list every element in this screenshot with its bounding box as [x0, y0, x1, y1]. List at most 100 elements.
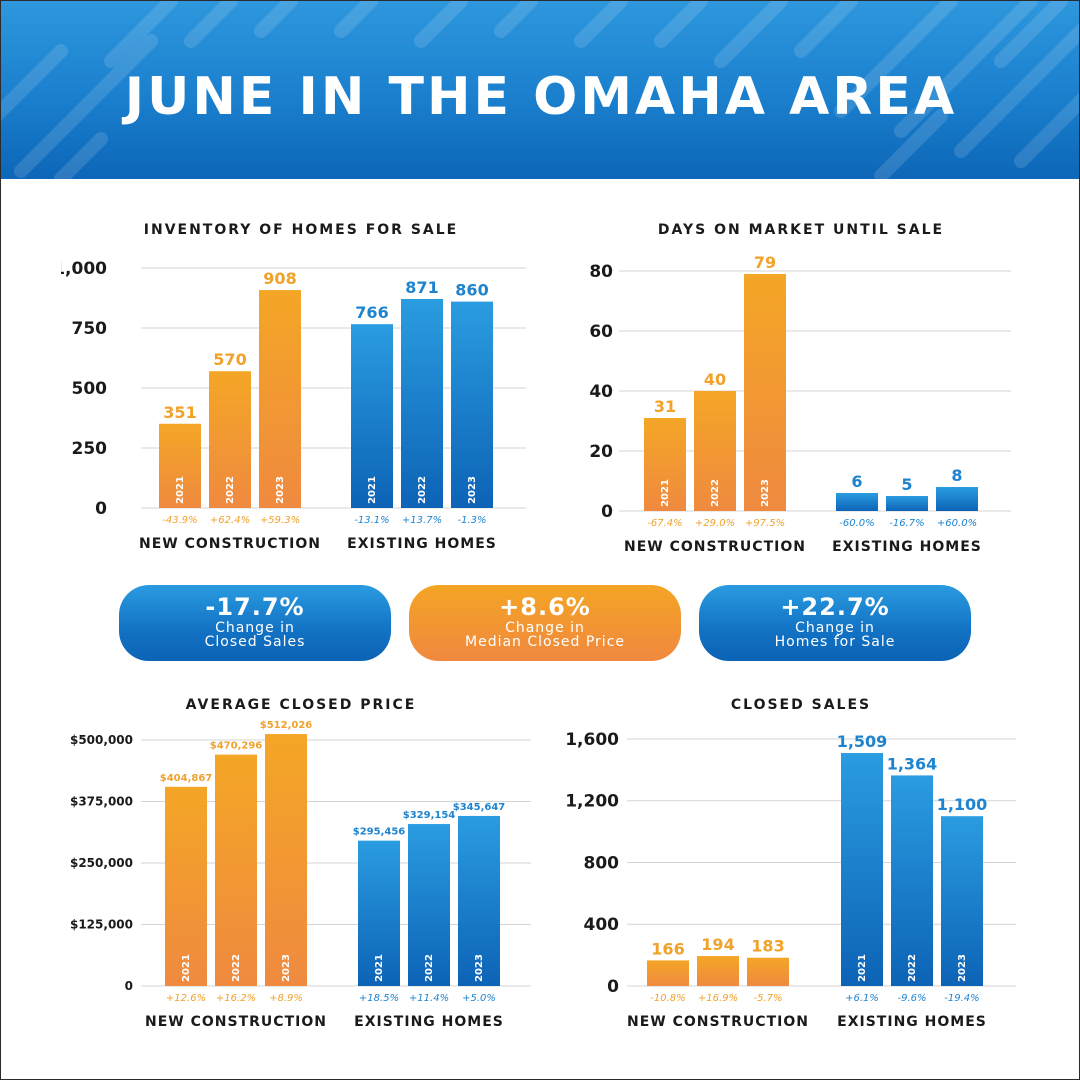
bar-change-label: -60.0% [839, 518, 874, 529]
bar [891, 775, 933, 986]
y-tick-label: 80 [589, 262, 613, 282]
days-on-market-chart: DAYS ON MARKET UNTIL SALE 0 20 40 60 80 31 2021… [589, 222, 1011, 555]
bar-change-label: -1.3% [457, 515, 486, 526]
chart-title: AVERAGE CLOSED PRICE [186, 697, 417, 713]
y-tick-label: $250,000 [70, 856, 133, 870]
y-tick-label: 500 [72, 379, 108, 399]
bar-value-label: $345,647 [453, 802, 506, 813]
group-label: EXISTING HOMES [347, 536, 497, 552]
bar-value-label: 166 [651, 939, 684, 958]
bar-change-label: +60.0% [937, 518, 977, 529]
stat-median-closed-price: +8.6% Change in Median Closed Price [409, 585, 681, 661]
bar-value-label: $329,154 [403, 810, 456, 821]
bar-year-label: 2022 [710, 479, 721, 507]
bar-year-label: 2021 [374, 954, 385, 982]
bar-value-label: 1,100 [937, 795, 988, 814]
stat-label-line1: Change in [795, 620, 875, 636]
bar-year-label: 2022 [231, 954, 242, 982]
bar [697, 956, 739, 986]
bar-change-label: -9.6% [897, 993, 926, 1004]
bar-change-label: -5.7% [753, 993, 782, 1004]
y-tick-label: $125,000 [70, 918, 133, 932]
bar-change-label: +59.3% [260, 515, 300, 526]
bar-year-label: 2023 [281, 954, 292, 982]
bar-change-label: -19.4% [944, 993, 979, 1004]
y-tick-label: 1,200 [565, 792, 619, 812]
bar-value-label: 860 [455, 281, 488, 300]
bar [209, 371, 251, 508]
bar-year-label: 2023 [474, 954, 485, 982]
bar-value-label: 183 [751, 937, 784, 956]
group-label: EXISTING HOMES [837, 1014, 987, 1030]
y-tick-label: 400 [584, 915, 620, 935]
bar-change-label: +12.6% [166, 993, 206, 1004]
stat-value: +22.7% [780, 593, 890, 621]
bar-value-label: $404,867 [160, 773, 213, 784]
bar [744, 274, 786, 511]
bar-value-label: 31 [654, 397, 676, 416]
y-tick-label: 1,000 [61, 259, 107, 279]
stat-label-line2: Median Closed Price [465, 634, 625, 650]
bar-value-label: 40 [704, 370, 726, 389]
bar [886, 496, 928, 511]
bar [265, 734, 307, 986]
y-tick-label: 800 [584, 853, 620, 873]
y-tick-label: 20 [589, 442, 613, 462]
bar-value-label: 871 [405, 278, 438, 297]
bar-change-label: +18.5% [359, 993, 399, 1004]
group-label: NEW CONSTRUCTION [139, 536, 321, 552]
group-label: EXISTING HOMES [832, 539, 982, 555]
bar [351, 324, 393, 508]
bar [259, 290, 301, 508]
bar-year-label: 2023 [467, 476, 478, 504]
bar-value-label: 1,364 [887, 754, 938, 773]
stat-value: +8.6% [499, 593, 591, 621]
bar-change-label: +8.9% [269, 993, 303, 1004]
bar-year-label: 2022 [225, 476, 236, 504]
bar [159, 423, 201, 508]
group-label: NEW CONSTRUCTION [624, 539, 806, 555]
bar-value-label: 570 [213, 350, 246, 369]
bar-change-label: +6.1% [845, 993, 879, 1004]
bar-value-label: 194 [701, 935, 734, 954]
bar-change-label: -10.8% [650, 993, 685, 1004]
bar-value-label: $512,026 [260, 720, 313, 731]
bar [401, 298, 443, 508]
bar-year-label: 2021 [857, 954, 868, 982]
y-tick-label: 250 [72, 439, 108, 459]
bar [694, 391, 736, 511]
y-tick-label: 0 [95, 499, 107, 519]
stat-closed-sales: -17.7% Change in Closed Sales [119, 585, 391, 661]
group-label: NEW CONSTRUCTION [627, 1014, 809, 1030]
bar-value-label: 79 [754, 253, 776, 272]
average-closed-price-chart: AVERAGE CLOSED PRICE 0 $125,000 $250,000 $37… [70, 697, 531, 1030]
chart-title: INVENTORY OF HOMES FOR SALE [144, 222, 458, 238]
bar [647, 960, 689, 986]
bar-change-label: -67.4% [647, 518, 682, 529]
y-tick-label: $500,000 [70, 733, 133, 747]
bar-value-label: 6 [851, 472, 862, 491]
bar-value-label: 1,509 [837, 732, 888, 751]
bar-year-label: 2021 [660, 479, 671, 507]
chart-title: CLOSED SALES [731, 697, 871, 713]
y-tick-label: 750 [72, 319, 108, 339]
bar [644, 418, 686, 511]
bar [358, 840, 400, 986]
group-label: NEW CONSTRUCTION [145, 1014, 327, 1030]
closed-sales-chart: CLOSED SALES 0 400 800 1,200 1,600 166 -10.8% 19… [565, 697, 1016, 1030]
bar-value-label: 8 [951, 466, 962, 485]
bar [747, 957, 789, 986]
header-banner: JUNE IN THE OMAHA AREA [1, 1, 1079, 179]
bar-change-label: +13.7% [402, 515, 442, 526]
bar-change-label: -43.9% [162, 515, 197, 526]
bar-change-label: -16.7% [889, 518, 924, 529]
bar-change-label: +16.2% [216, 993, 256, 1004]
bar-value-label: 351 [163, 403, 196, 422]
y-tick-label: 0 [125, 979, 133, 993]
bar [841, 753, 883, 986]
y-tick-label: 60 [589, 322, 613, 342]
bar-change-label: +11.4% [409, 993, 449, 1004]
bar [936, 487, 978, 511]
bar [836, 493, 878, 511]
